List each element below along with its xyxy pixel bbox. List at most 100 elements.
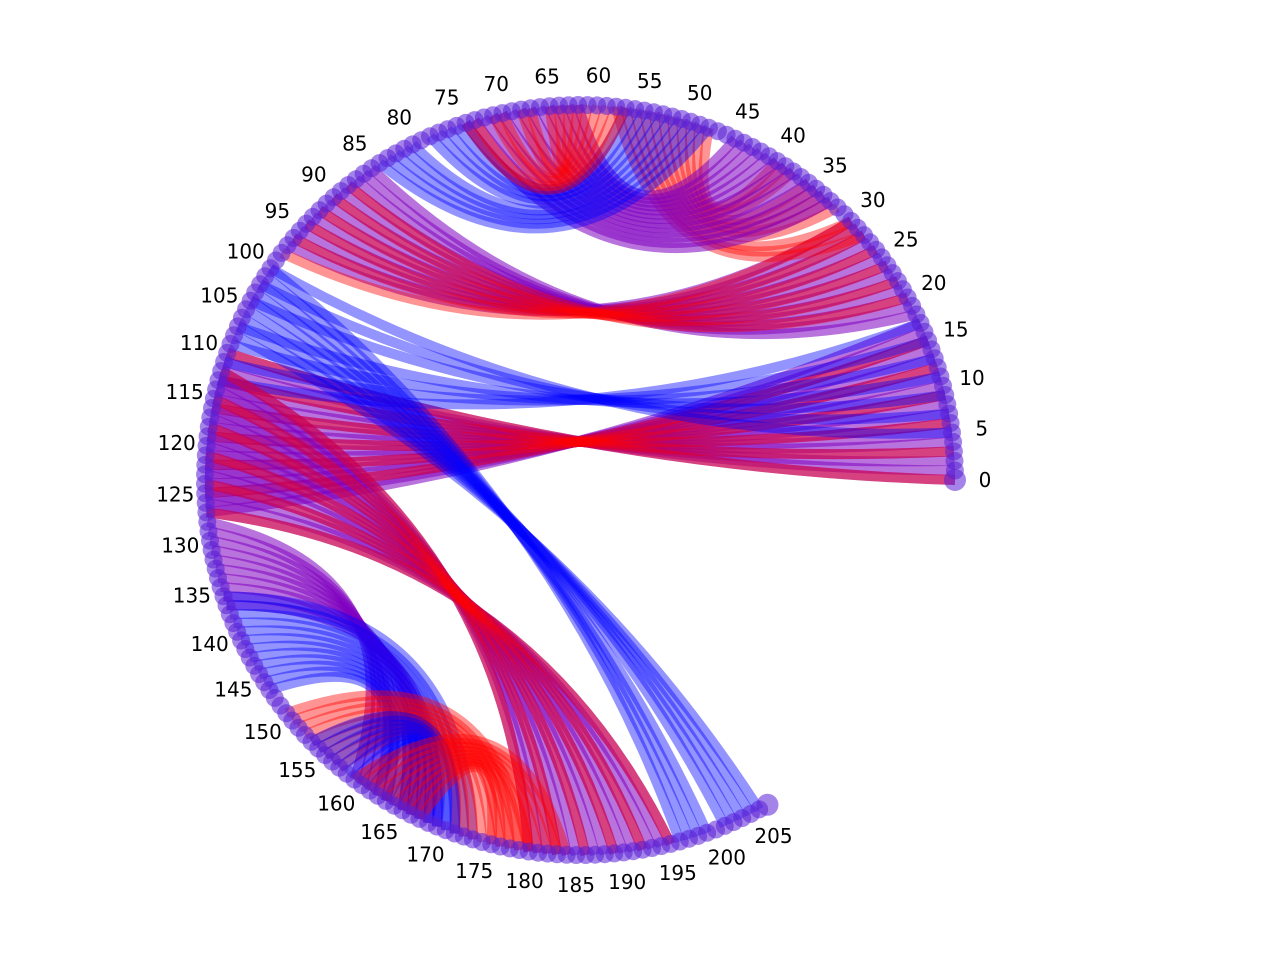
tick-label: 160 — [317, 792, 355, 816]
tick-label: 175 — [455, 859, 493, 883]
chord-link — [211, 403, 952, 448]
tick-label: 190 — [608, 870, 646, 894]
chord-link — [252, 288, 712, 835]
chord-link — [226, 600, 469, 837]
chord-link — [302, 706, 506, 848]
chord-link — [544, 105, 574, 175]
chord-link — [229, 608, 460, 834]
chord-link — [350, 732, 424, 813]
tick-label: 75 — [434, 86, 459, 110]
tick-label: 195 — [659, 861, 697, 885]
chord-link — [343, 729, 428, 817]
tick-label: 80 — [387, 106, 412, 130]
chord-link — [384, 121, 704, 229]
node-marker — [756, 793, 779, 816]
chord-link — [226, 600, 443, 827]
chord-link — [406, 759, 506, 847]
chord-link — [322, 719, 445, 828]
chord-link — [488, 104, 612, 187]
chord-link — [235, 322, 756, 817]
chord-link — [398, 756, 515, 849]
tick-label: 110 — [180, 331, 218, 355]
chord-link — [400, 116, 686, 220]
chord-link — [248, 647, 420, 816]
chord-link — [351, 733, 572, 857]
chord-link — [415, 761, 498, 845]
tick-label: 100 — [227, 239, 265, 263]
tick-label: 155 — [278, 758, 316, 782]
chord-link — [248, 296, 946, 414]
chord-link — [205, 507, 676, 847]
chord-link — [461, 105, 631, 195]
tick-label: 70 — [483, 72, 508, 96]
chord-link — [376, 124, 713, 234]
chord-link — [365, 737, 418, 804]
chord-link — [303, 219, 879, 320]
chord-link — [222, 335, 930, 406]
chord-link — [573, 103, 740, 201]
chord-link — [231, 330, 764, 813]
chord-link — [470, 104, 621, 192]
chord-link — [223, 591, 478, 840]
chord-link — [262, 272, 694, 841]
chord-link — [262, 666, 400, 803]
chord-link — [554, 105, 568, 172]
tick-label: 130 — [161, 534, 199, 558]
chord-link — [236, 625, 443, 827]
tick-label: 170 — [406, 842, 444, 866]
chord-link — [392, 118, 695, 225]
chord-link — [268, 263, 953, 439]
chord-link — [240, 633, 435, 824]
chord-link — [229, 339, 936, 406]
chord-link — [257, 280, 703, 838]
tick-label: 65 — [534, 64, 559, 88]
tick-label: 165 — [360, 820, 398, 844]
nodes-layer — [196, 96, 966, 864]
chord-link — [322, 720, 478, 840]
chord-link — [257, 279, 950, 425]
tick-label: 140 — [191, 632, 229, 656]
tick-label: 120 — [158, 431, 196, 455]
chord-link — [461, 105, 631, 195]
chord-link — [207, 422, 591, 857]
chord-link — [290, 695, 525, 851]
tick-label: 0 — [979, 468, 992, 492]
tick-label: 5 — [975, 417, 988, 441]
chord-link — [336, 728, 462, 834]
chord-link — [205, 507, 676, 847]
chord-link — [218, 366, 534, 852]
tick-label: 55 — [637, 69, 662, 93]
chord-link — [374, 745, 544, 854]
chord-link — [309, 711, 497, 845]
tick-label: 45 — [735, 99, 760, 123]
chord-link — [233, 617, 451, 831]
tick-label: 180 — [506, 869, 544, 893]
chord-link — [239, 313, 747, 821]
tick-label: 30 — [860, 188, 885, 212]
chord-link — [358, 735, 420, 808]
chord-link — [284, 690, 534, 853]
chord-link — [366, 742, 553, 855]
tick-label: 115 — [166, 380, 204, 404]
tick-label: 205 — [754, 824, 792, 848]
chord-link — [409, 113, 677, 216]
chord-link — [390, 752, 525, 851]
chord-link — [426, 111, 668, 209]
chord-link — [204, 450, 620, 855]
chord-link — [225, 348, 956, 485]
chord-link — [217, 375, 955, 460]
tick-label: 25 — [893, 228, 918, 252]
chord-link — [267, 264, 685, 844]
chord-link — [203, 478, 648, 852]
chord-link — [316, 206, 890, 322]
tick-label: 150 — [244, 720, 282, 744]
chord-link — [315, 715, 487, 843]
chord-link — [315, 715, 453, 831]
chord-link — [452, 106, 640, 198]
tick-label: 95 — [265, 199, 290, 223]
chord-link — [329, 723, 439, 824]
chord-link — [253, 654, 413, 812]
chord-link — [330, 193, 900, 327]
chord-link — [236, 321, 942, 409]
